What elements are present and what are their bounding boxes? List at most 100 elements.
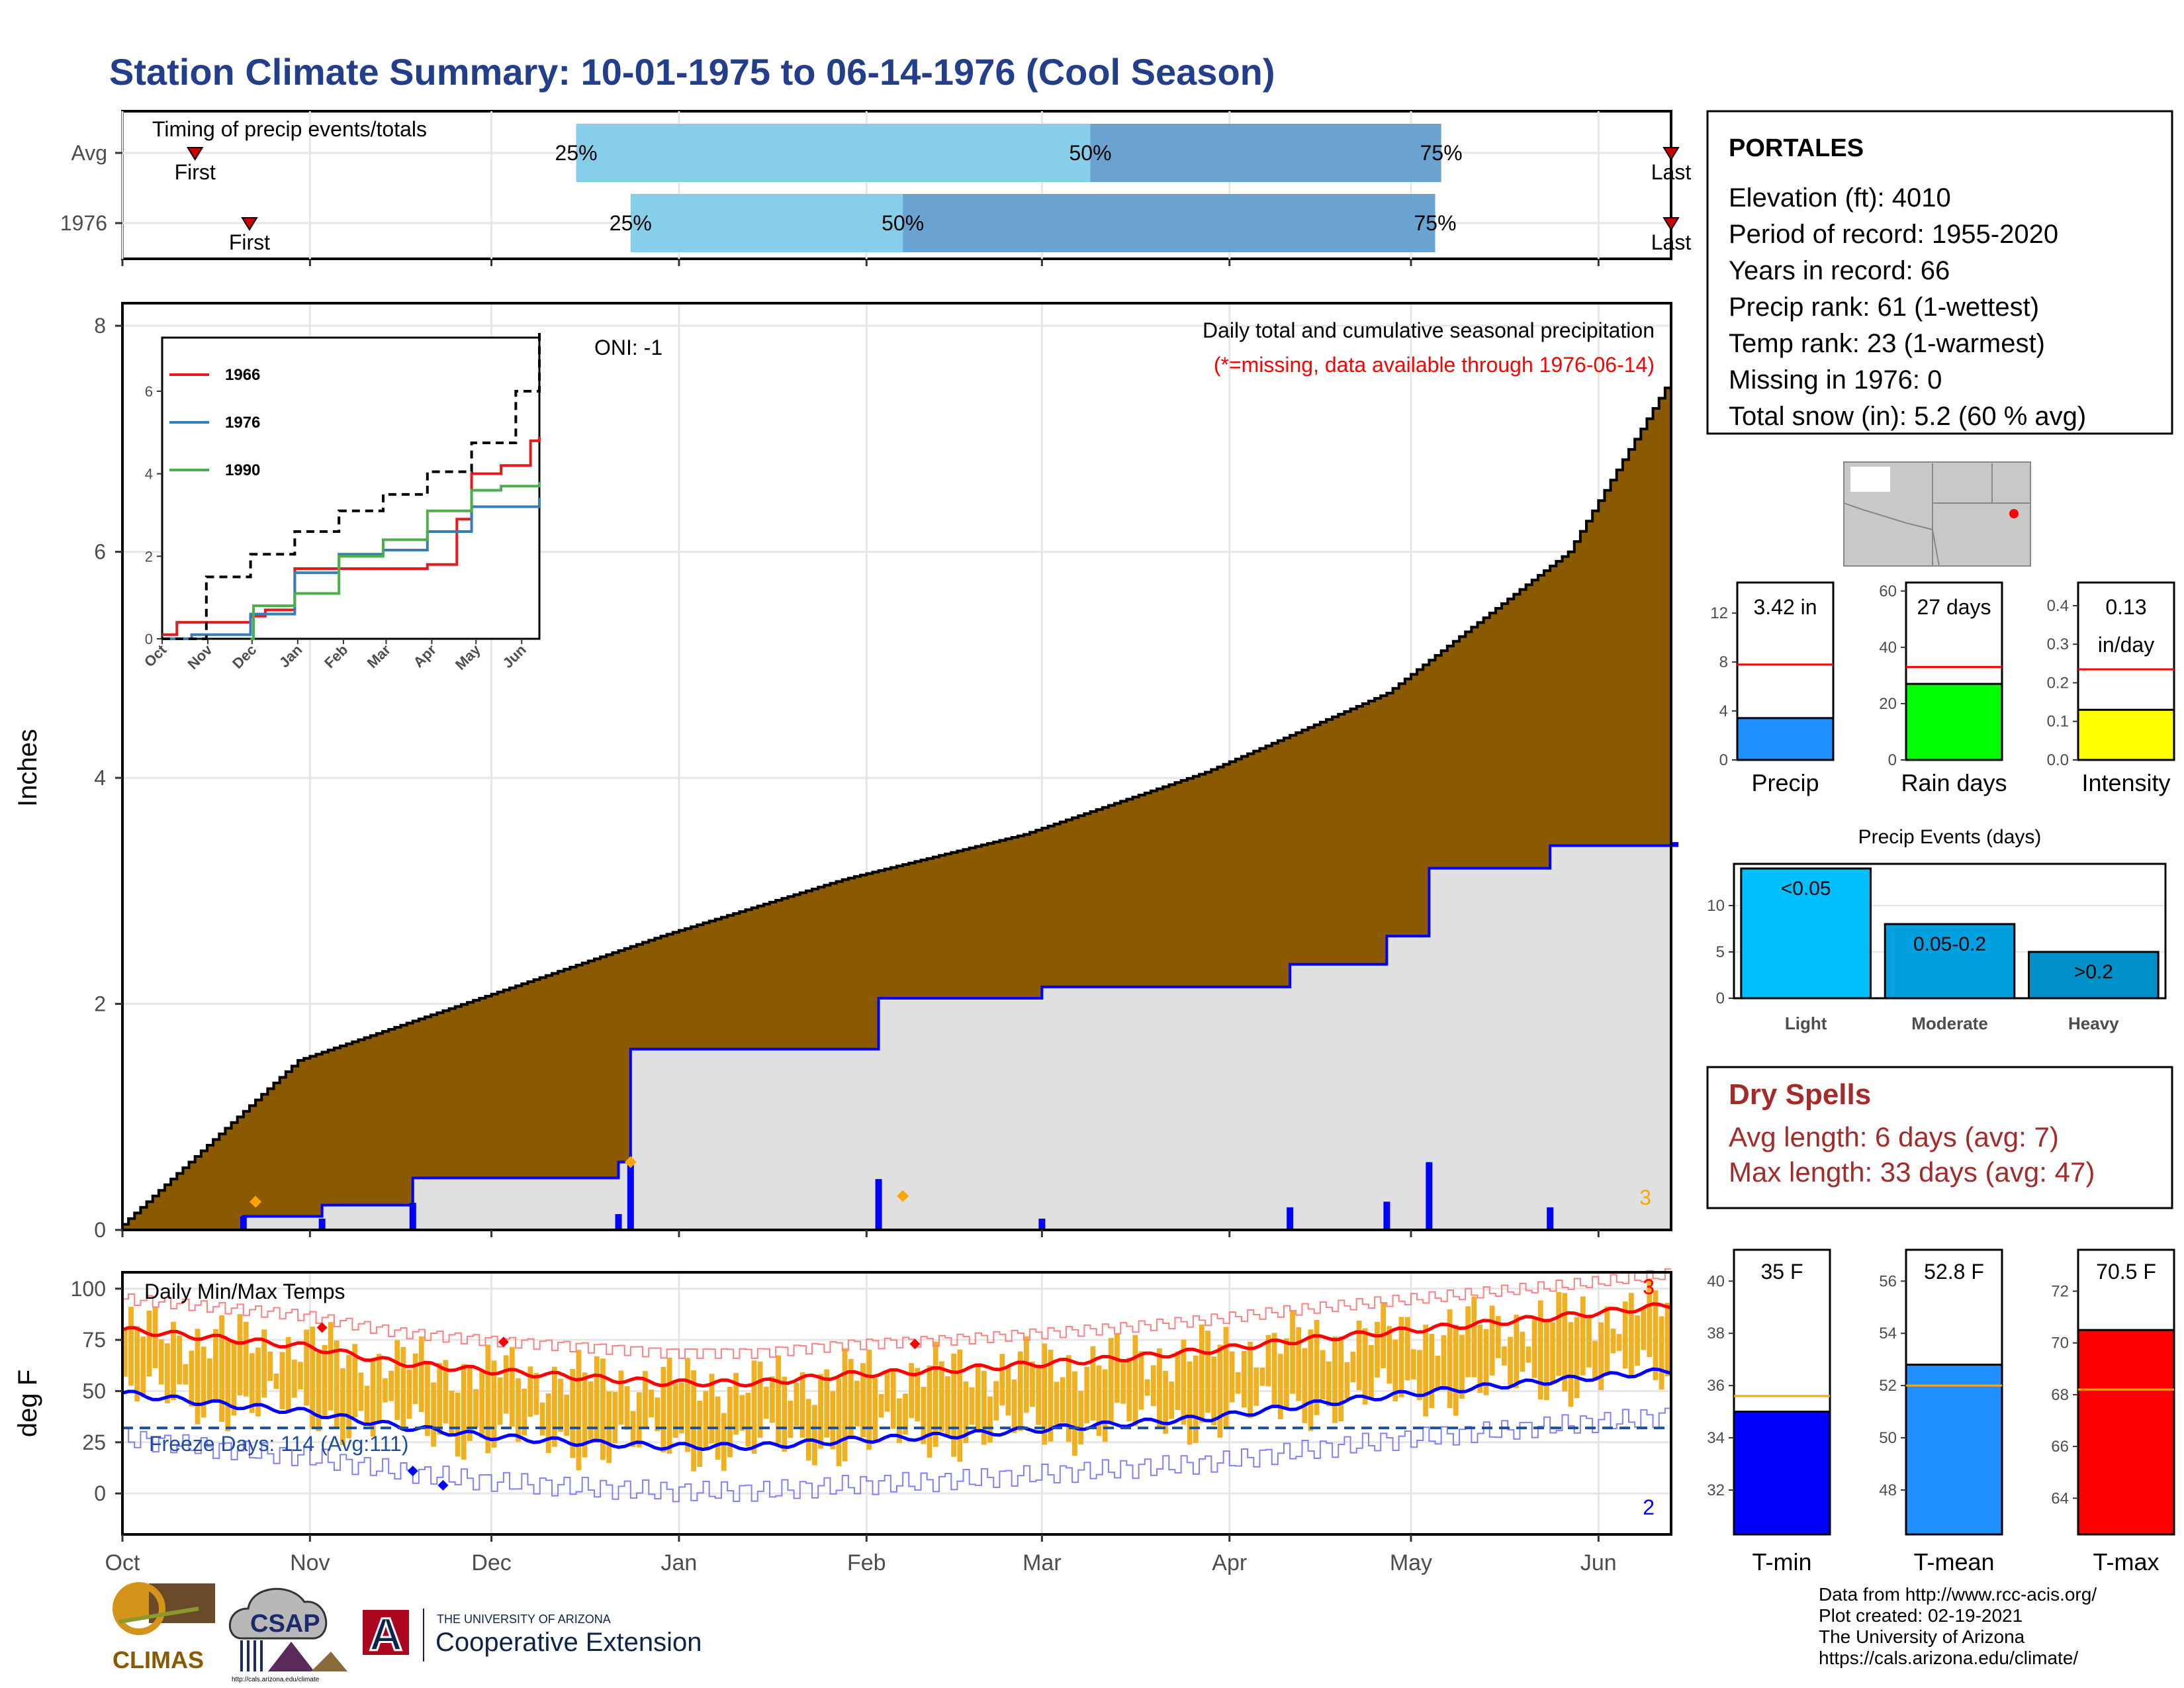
summary-bar-tick-label: 0.1 bbox=[2047, 713, 2069, 731]
daily-temp-range bbox=[249, 1353, 255, 1413]
daily-temp-range bbox=[261, 1329, 267, 1398]
daily-temp-range bbox=[1144, 1379, 1150, 1396]
daily-temp-range bbox=[388, 1370, 394, 1401]
ylabel-degF: deg F bbox=[13, 1370, 42, 1437]
summary-bar-value: 3.42 in bbox=[1753, 595, 1817, 619]
daily-temp-range bbox=[1525, 1346, 1531, 1363]
daily-temp-range bbox=[461, 1364, 467, 1460]
temp-bar-tick-label: 66 bbox=[2051, 1438, 2069, 1456]
csap-logo-text: CSAP bbox=[250, 1610, 320, 1638]
daily-temp-range bbox=[1616, 1334, 1622, 1351]
daily-temp-range bbox=[425, 1362, 430, 1436]
daily-temp-range bbox=[612, 1391, 618, 1444]
timing-row-label: 1976 bbox=[60, 211, 107, 235]
daily-temp-range bbox=[164, 1343, 170, 1403]
snow-marker bbox=[624, 1156, 637, 1168]
daily-temp-range bbox=[527, 1366, 533, 1417]
daily-temp-range bbox=[666, 1357, 672, 1454]
daily-temp-range bbox=[975, 1363, 981, 1430]
daily-temp-range bbox=[805, 1399, 811, 1461]
dry-spells-title: Dry Spells bbox=[1729, 1078, 1871, 1111]
temp-bar-value: 52.8 F bbox=[1924, 1260, 1984, 1284]
daily-temp-range bbox=[267, 1351, 273, 1382]
temp-bar-tick-label: 36 bbox=[1707, 1377, 1725, 1395]
temp-bar-t-mean bbox=[1905, 1364, 2003, 1536]
daily-precip-bar bbox=[627, 1162, 634, 1230]
daily-temp-range bbox=[691, 1370, 696, 1472]
daily-temp-range bbox=[909, 1363, 915, 1419]
summary-bar-value-unit: in/day bbox=[2098, 633, 2154, 657]
events-y-tick-label: 10 bbox=[1707, 897, 1725, 915]
daily-temp-range bbox=[776, 1355, 781, 1444]
month-label: Oct bbox=[105, 1550, 140, 1575]
daily-temp-range bbox=[999, 1354, 1005, 1406]
daily-precip-bar bbox=[1547, 1207, 1554, 1230]
daily-temp-range bbox=[510, 1346, 515, 1427]
summary-bar-tick-label: 0 bbox=[1719, 751, 1728, 769]
timing-p75-label: 75% bbox=[1414, 211, 1456, 235]
daily-temp-range bbox=[624, 1386, 630, 1430]
events-bar-label: Moderate bbox=[1911, 1013, 1988, 1033]
daily-temp-range bbox=[1235, 1372, 1241, 1394]
daily-temp-range bbox=[1550, 1322, 1555, 1383]
csap-logo: CSAP http://cals.arizona.edu/climate bbox=[228, 1587, 347, 1683]
daily-temp-range bbox=[564, 1394, 570, 1436]
daily-temp-range bbox=[1574, 1317, 1580, 1399]
daily-temp-range bbox=[890, 1370, 896, 1429]
daily-precip-bar bbox=[240, 1216, 247, 1230]
daily-temp-range bbox=[1181, 1339, 1187, 1425]
inset-y-tick-label: 6 bbox=[145, 383, 153, 400]
events-bar-text: <0.05 bbox=[1781, 878, 1831, 900]
temp-bar-value: 35 F bbox=[1760, 1260, 1803, 1284]
daily-temp-range bbox=[219, 1315, 225, 1422]
dry-spells-avg: Avg length: 6 days (avg: 7) bbox=[1729, 1121, 2059, 1152]
max-count-label: 3 bbox=[1643, 1275, 1655, 1299]
daily-temp-range bbox=[134, 1326, 140, 1402]
daily-temp-range bbox=[739, 1395, 745, 1431]
daily-temp-range bbox=[304, 1329, 309, 1406]
daily-temp-range bbox=[497, 1377, 503, 1425]
daily-temp-range bbox=[938, 1361, 944, 1432]
avg-max-temp-line bbox=[122, 1302, 1672, 1388]
temp-bar-tick-label: 40 bbox=[1707, 1272, 1725, 1290]
daily-precip-bar bbox=[1038, 1218, 1046, 1230]
timing-bar-50-75 bbox=[1090, 124, 1441, 182]
daily-temp-range bbox=[346, 1354, 351, 1438]
summary-bar-intensity bbox=[2077, 708, 2175, 761]
daily-temp-range bbox=[291, 1359, 297, 1398]
daily-temp-range bbox=[255, 1347, 261, 1417]
temp-bar-tick-label: 64 bbox=[2051, 1489, 2069, 1507]
last-event-marker bbox=[1662, 147, 1680, 161]
ylabel-inches: Inches bbox=[13, 729, 42, 807]
daily-temp-range bbox=[298, 1362, 303, 1389]
daily-temp-range bbox=[745, 1392, 751, 1447]
daily-precip-bar bbox=[875, 1179, 882, 1230]
daily-temp-range bbox=[588, 1381, 594, 1440]
daily-temp-range bbox=[1163, 1370, 1168, 1434]
summary-bar-value: 27 days bbox=[1917, 595, 1991, 619]
daily-temp-range bbox=[1502, 1346, 1507, 1366]
inset-y-tick-label: 2 bbox=[145, 548, 153, 565]
daily-temp-range bbox=[678, 1382, 684, 1434]
daily-temp-range bbox=[1592, 1340, 1598, 1382]
inset-y-tick-label: 4 bbox=[145, 466, 153, 483]
daily-temp-range bbox=[600, 1358, 606, 1460]
daily-temp-range bbox=[951, 1353, 957, 1457]
temp-y-tick-label: 75 bbox=[82, 1328, 106, 1352]
daily-temp-range bbox=[1115, 1333, 1120, 1403]
daily-temp-range bbox=[1350, 1351, 1356, 1383]
daily-temp-range bbox=[412, 1353, 418, 1404]
month-label: Nov bbox=[290, 1550, 330, 1575]
record-high-marker bbox=[498, 1336, 509, 1348]
daily-temp-range bbox=[1223, 1327, 1229, 1427]
station-info-line: Total snow (in): 5.2 (60 % avg) bbox=[1729, 402, 2086, 431]
footer-line: https://cals.arizona.edu/climate/ bbox=[1819, 1648, 2078, 1668]
daily-temp-range bbox=[1205, 1331, 1210, 1413]
events-frame bbox=[1733, 863, 2167, 1000]
inset-line-1976 bbox=[162, 497, 541, 640]
daily-temp-range bbox=[1344, 1362, 1350, 1399]
daily-precip-bar bbox=[1383, 1201, 1390, 1230]
daily-temp-range bbox=[128, 1307, 134, 1386]
timing-p50-label: 50% bbox=[1069, 141, 1111, 165]
